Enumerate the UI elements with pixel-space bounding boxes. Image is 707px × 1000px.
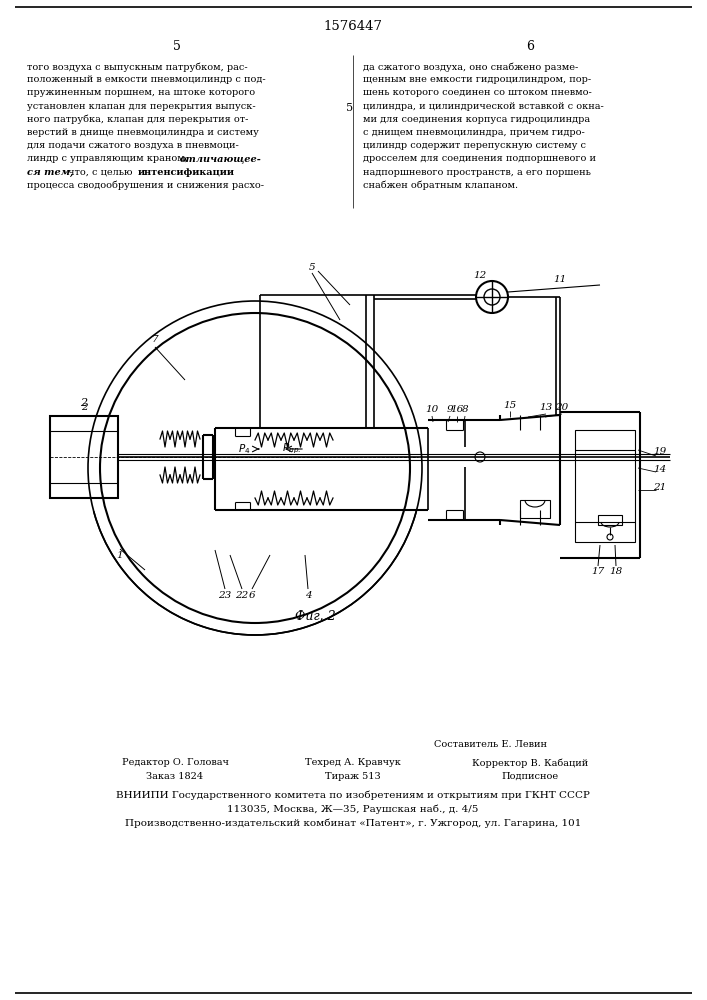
Text: 23: 23 <box>218 590 232 599</box>
Text: ся тем,: ся тем, <box>27 168 74 177</box>
Bar <box>520 500 550 518</box>
Text: установлен клапан для перекрытия выпуск-: установлен клапан для перекрытия выпуск- <box>27 102 256 111</box>
Text: снабжен обратным клапаном.: снабжен обратным клапаном. <box>363 181 518 190</box>
Text: 1: 1 <box>117 550 123 560</box>
Text: 6: 6 <box>526 40 534 53</box>
Text: 12: 12 <box>474 270 486 279</box>
Text: 6: 6 <box>249 590 255 599</box>
Text: 18: 18 <box>609 568 623 576</box>
Text: дросселем для соединения подпоршневого и: дросселем для соединения подпоршневого и <box>363 154 596 163</box>
Text: Редактор О. Головач: Редактор О. Головач <box>122 758 228 767</box>
Text: 2: 2 <box>81 403 87 412</box>
Text: шень которого соединен со штоком пневмо-: шень которого соединен со штоком пневмо- <box>363 88 592 97</box>
Text: ного патрубка, клапан для перекрытия от-: ного патрубка, клапан для перекрытия от- <box>27 115 248 124</box>
Text: линдр с управляющим краном,: линдр с управляющим краном, <box>27 154 191 163</box>
Text: 2: 2 <box>81 398 88 408</box>
Text: 5: 5 <box>309 262 315 271</box>
Text: 9: 9 <box>447 406 453 414</box>
Text: 1576447: 1576447 <box>324 20 382 33</box>
Text: с днищем пневмоцилиндра, причем гидро-: с днищем пневмоцилиндра, причем гидро- <box>363 128 585 137</box>
Text: Тираж 513: Тираж 513 <box>325 772 381 781</box>
Text: отличающее-: отличающее- <box>180 154 262 163</box>
Text: 19: 19 <box>653 448 667 456</box>
Text: 5: 5 <box>173 40 181 53</box>
Text: Корректор В. Кабаций: Корректор В. Кабаций <box>472 758 588 768</box>
Text: щенным вне емкости гидроцилиндром, пор-: щенным вне емкости гидроцилиндром, пор- <box>363 75 591 84</box>
Text: для подачи сжатого воздуха в пневмоци-: для подачи сжатого воздуха в пневмоци- <box>27 141 239 150</box>
Text: 4: 4 <box>305 590 311 599</box>
Text: 21: 21 <box>653 484 667 492</box>
Text: да сжатого воздуха, оно снабжено разме-: да сжатого воздуха, оно снабжено разме- <box>363 62 578 72</box>
Text: 11: 11 <box>554 275 566 284</box>
Text: Фиг. 2: Фиг. 2 <box>295 610 336 623</box>
Text: пружиненным поршнем, на штоке которого: пружиненным поршнем, на штоке которого <box>27 88 255 97</box>
Text: 10: 10 <box>426 406 438 414</box>
Text: что, с целью: что, с целью <box>65 168 136 177</box>
Bar <box>598 515 622 525</box>
Text: интенсификации: интенсификации <box>138 168 235 177</box>
Text: 20: 20 <box>556 403 568 412</box>
Text: надпоршневого пространств, а его поршень: надпоршневого пространств, а его поршень <box>363 168 591 177</box>
Text: того воздуха с выпускным патрубком, рас-: того воздуха с выпускным патрубком, рас- <box>27 62 247 72</box>
Text: 5: 5 <box>346 103 353 113</box>
Text: $P_4$: $P_4$ <box>238 442 250 456</box>
Text: верстий в днище пневмоцилиндра и систему: верстий в днище пневмоцилиндра и систему <box>27 128 259 137</box>
Bar <box>575 430 635 542</box>
Text: 8: 8 <box>462 406 468 414</box>
Text: 15: 15 <box>503 400 517 410</box>
Text: 113035, Москва, Ж—35, Раушская наб., д. 4/5: 113035, Москва, Ж—35, Раушская наб., д. … <box>228 804 479 814</box>
Text: процесса сводообрушения и снижения расхо-: процесса сводообрушения и снижения расхо… <box>27 181 264 190</box>
Text: 13: 13 <box>539 403 553 412</box>
Bar <box>50 416 118 498</box>
Text: 16: 16 <box>450 406 464 414</box>
Text: ВНИИПИ Государственного комитета по изобретениям и открытиям при ГКНТ СССР: ВНИИПИ Государственного комитета по изоб… <box>116 790 590 800</box>
Text: цилиндра, и цилиндрической вставкой с окна-: цилиндра, и цилиндрической вставкой с ок… <box>363 102 604 111</box>
Text: Техред А. Кравчук: Техред А. Кравчук <box>305 758 401 767</box>
Text: положенный в емкости пневмоцилиндр с под-: положенный в емкости пневмоцилиндр с под… <box>27 75 266 84</box>
Text: 14: 14 <box>653 466 667 475</box>
Text: 17: 17 <box>591 568 604 576</box>
Text: Составитель Е. Левин: Составитель Е. Левин <box>433 740 547 749</box>
Text: $P_{пр.}$: $P_{пр.}$ <box>282 442 301 456</box>
Text: Заказ 1824: Заказ 1824 <box>146 772 204 781</box>
Text: Подписное: Подписное <box>501 772 559 781</box>
Text: Производственно-издательский комбинат «Патент», г. Ужгород, ул. Гагарина, 101: Производственно-издательский комбинат «П… <box>125 818 581 828</box>
Text: 22: 22 <box>235 590 249 599</box>
Text: 7: 7 <box>152 336 158 344</box>
Text: ми для соединения корпуса гидроцилиндра: ми для соединения корпуса гидроцилиндра <box>363 115 590 124</box>
Text: цилиндр содержит перепускную систему с: цилиндр содержит перепускную систему с <box>363 141 586 150</box>
